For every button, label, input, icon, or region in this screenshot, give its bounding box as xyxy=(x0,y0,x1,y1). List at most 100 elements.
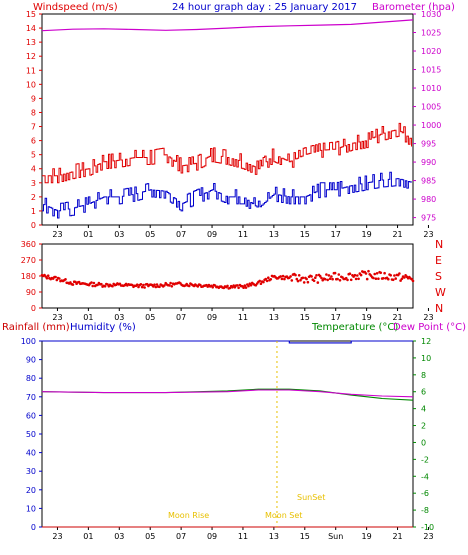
direction-point xyxy=(337,273,341,276)
direction-point xyxy=(353,273,357,277)
direction-point xyxy=(320,276,323,280)
bottom-x-tick-label: 03 xyxy=(114,532,124,541)
bottom-x-tick-label: 09 xyxy=(207,532,217,541)
direction-point xyxy=(247,284,250,288)
dir-x-tick-label: 11 xyxy=(238,313,248,322)
wind-y-tick-label: 13 xyxy=(26,38,36,47)
hum-y-tick-label: 100 xyxy=(21,337,36,346)
direction-point xyxy=(137,285,140,289)
dir-y-tick-label: 0 xyxy=(31,304,36,313)
direction-point xyxy=(393,274,396,277)
direction-point xyxy=(153,283,156,287)
direction-point xyxy=(398,272,401,275)
dir-x-tick-label: 23 xyxy=(52,313,62,322)
direction-point xyxy=(69,281,72,284)
barometer-series xyxy=(41,19,414,32)
direction-point xyxy=(142,283,145,287)
wind-y-tick-label: 12 xyxy=(26,52,36,61)
direction-point xyxy=(295,277,299,281)
temperature-label: Temperature (°C) xyxy=(311,322,398,333)
direction-point xyxy=(325,273,328,276)
dir-x-tick-label: 21 xyxy=(392,313,402,322)
dir-x-tick-label: 03 xyxy=(114,313,124,322)
temp-y-tick-label: -2 xyxy=(421,455,429,464)
temp-y-tick-label: -4 xyxy=(421,472,429,481)
humidity-plot-frame xyxy=(41,340,414,528)
hum-y-tick-label: 30 xyxy=(26,467,36,476)
bottom-x-tick-label: 23 xyxy=(423,532,433,541)
direction-point xyxy=(336,277,339,281)
hum-y-tick-label: 60 xyxy=(26,411,36,420)
baro-y-tick-label: 985 xyxy=(421,177,436,186)
hum-series xyxy=(42,340,413,344)
direction-point xyxy=(158,285,161,289)
sunset-label: SunSet xyxy=(297,493,325,502)
direction-point xyxy=(269,278,273,281)
baro-y-tick-label: 1015 xyxy=(421,66,441,75)
hum-y-tick-label: 70 xyxy=(26,393,36,402)
direction-point xyxy=(399,279,402,282)
wind-x-tick-label: 01 xyxy=(83,230,93,239)
wind-x-tick-label: 15 xyxy=(300,230,310,239)
baro-y-tick-label: 990 xyxy=(421,158,436,167)
direction-point xyxy=(96,283,99,287)
direction-point xyxy=(365,277,369,281)
direction-point xyxy=(143,286,146,289)
direction-point xyxy=(249,283,253,287)
temp-y-tick-label: 10 xyxy=(421,354,431,363)
bottom-x-tick-label: 15 xyxy=(300,532,310,541)
temp-y-tick-label: 8 xyxy=(421,371,426,380)
dir-y-tick-label: 270 xyxy=(21,256,36,265)
bottom-x-tick-label: Sun xyxy=(328,532,343,541)
direction-point xyxy=(306,280,310,284)
baro-y-tick-label: 980 xyxy=(421,195,436,204)
direction-point xyxy=(91,284,94,288)
direction-point xyxy=(374,277,378,281)
direction-point xyxy=(168,284,171,287)
dir-x-tick-label: 01 xyxy=(83,313,93,322)
wind-gust-series xyxy=(42,122,412,184)
direction-point xyxy=(170,285,174,288)
wind-y-tick-label: 2 xyxy=(31,193,36,202)
direction-point xyxy=(265,279,269,283)
direction-point xyxy=(103,285,107,288)
direction-point xyxy=(305,277,308,281)
baro-y-tick-label: 975 xyxy=(421,214,436,223)
direction-point xyxy=(333,271,337,275)
dir-x-tick-label: 17 xyxy=(331,313,341,322)
rainfall-label: Rainfall (mm) xyxy=(2,322,70,333)
windspeed-label: Windspeed (m/s) xyxy=(33,2,118,13)
direction-point xyxy=(318,274,322,278)
direction-point xyxy=(297,274,301,277)
hum-y-tick-label: 20 xyxy=(26,486,36,495)
temp-y-tick-label: 12 xyxy=(421,337,431,346)
direction-point xyxy=(346,278,349,282)
direction-point xyxy=(373,272,377,276)
bottom-x-tick-label: 13 xyxy=(269,532,279,541)
direction-point xyxy=(281,274,285,278)
direction-point xyxy=(296,279,300,283)
bottom-x-tick-label: 05 xyxy=(145,532,155,541)
direction-point xyxy=(387,277,390,281)
wind-x-tick-label: 13 xyxy=(269,230,279,239)
temp-y-tick-label: -6 xyxy=(421,489,429,498)
wind-x-tick-label: 11 xyxy=(238,230,248,239)
direction-point xyxy=(139,283,143,286)
direction-point xyxy=(367,269,370,273)
bottom-x-tick-label: 19 xyxy=(362,532,372,541)
direction-point xyxy=(356,274,359,277)
direction-point xyxy=(279,275,283,278)
wind-x-tick-label: 17 xyxy=(331,230,341,239)
compass-label: W xyxy=(435,286,446,299)
hum-y-tick-label: 0 xyxy=(31,523,36,532)
wind-y-tick-label: 8 xyxy=(31,108,36,117)
baro-y-tick-label: 1020 xyxy=(421,47,441,56)
direction-point xyxy=(54,275,57,279)
dir-x-tick-label: 15 xyxy=(300,313,310,322)
direction-point xyxy=(383,271,386,275)
wind-y-tick-label: 4 xyxy=(31,165,36,174)
moon-rise-label: Moon Rise xyxy=(168,511,209,520)
direction-point xyxy=(331,277,334,281)
wind-plot-frame xyxy=(41,13,414,226)
direction-point xyxy=(196,285,200,288)
